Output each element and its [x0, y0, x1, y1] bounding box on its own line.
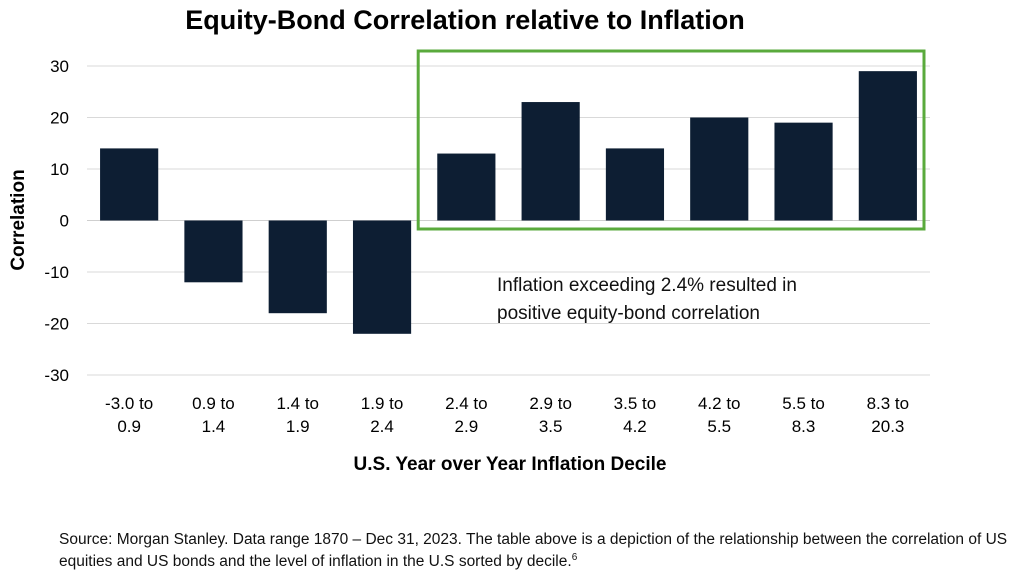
x-tick-label: 5.5 — [707, 417, 731, 436]
x-tick-label: 3.5 — [539, 417, 563, 436]
x-tick-label: 4.2 to — [698, 394, 741, 413]
y-tick-label: -10 — [44, 263, 69, 282]
bar — [268, 220, 327, 314]
annotation-line-2: positive equity-bond correlation — [497, 303, 760, 324]
bar — [690, 117, 749, 221]
bar — [352, 220, 412, 334]
bar — [184, 220, 243, 283]
x-tick-labels: -3.0 to 0.9 0.9 to 1.4 1.4 to 1.9 1.9 to 2.4 2.4… — [105, 394, 909, 436]
x-tick-label: 20.3 — [871, 417, 904, 436]
bar — [774, 122, 833, 221]
x-tick-label: 8.3 — [792, 417, 816, 436]
source-note-text: Source: Morgan Stanley. Data range 1870 … — [59, 531, 1008, 570]
x-tick-label: 0.9 — [117, 417, 141, 436]
y-tick-labels: 30 20 10 0 -10 -20 -30 — [44, 57, 69, 385]
y-tick-label: -20 — [44, 315, 69, 334]
x-tick-label: 2.4 to — [445, 394, 488, 413]
x-tick-label: 3.5 to — [614, 394, 657, 413]
x-tick-label: 8.3 to — [867, 394, 910, 413]
footnote-mark: 6 — [571, 551, 578, 563]
bar — [100, 148, 159, 221]
x-axis-title: U.S. Year over Year Inflation Decile — [354, 454, 667, 475]
x-tick-label: 2.9 — [455, 417, 479, 436]
x-tick-label: 1.9 to — [361, 394, 404, 413]
bars — [100, 71, 917, 334]
y-tick-label: 30 — [50, 57, 69, 76]
y-tick-label: 10 — [50, 160, 69, 179]
chart-title: Equity-Bond Correlation relative to Infl… — [185, 5, 745, 35]
bar — [521, 102, 580, 221]
x-tick-label: 1.9 — [286, 417, 310, 436]
x-tick-label: 0.9 to — [192, 394, 235, 413]
x-tick-label: 1.4 — [202, 417, 226, 436]
annotation-line-1: Inflation exceeding 2.4% resulted in — [497, 275, 797, 296]
x-tick-label: 5.5 to — [782, 394, 825, 413]
highlight-box — [416, 49, 926, 231]
bar — [605, 148, 665, 221]
source-note: Source: Morgan Stanley. Data range 1870 … — [59, 529, 1019, 573]
bar — [858, 71, 917, 221]
x-tick-label: -3.0 to — [105, 394, 153, 413]
x-tick-label: 2.9 to — [529, 394, 572, 413]
y-tick-label: 20 — [50, 109, 69, 128]
y-axis-title: Correlation — [8, 169, 29, 270]
x-tick-label: 2.4 — [370, 417, 394, 436]
x-tick-label: 1.4 to — [276, 394, 319, 413]
bar — [437, 153, 496, 221]
y-tick-label: 0 — [60, 212, 69, 231]
y-tick-label: -30 — [44, 366, 69, 385]
x-tick-label: 4.2 — [623, 417, 647, 436]
